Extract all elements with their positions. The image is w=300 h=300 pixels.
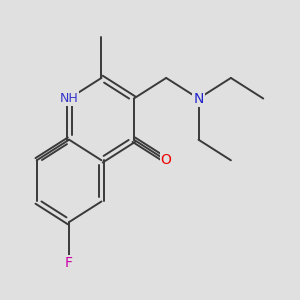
Text: N: N [193, 92, 204, 106]
Text: F: F [65, 256, 73, 270]
Text: NH: NH [60, 92, 79, 105]
Text: O: O [161, 153, 172, 167]
